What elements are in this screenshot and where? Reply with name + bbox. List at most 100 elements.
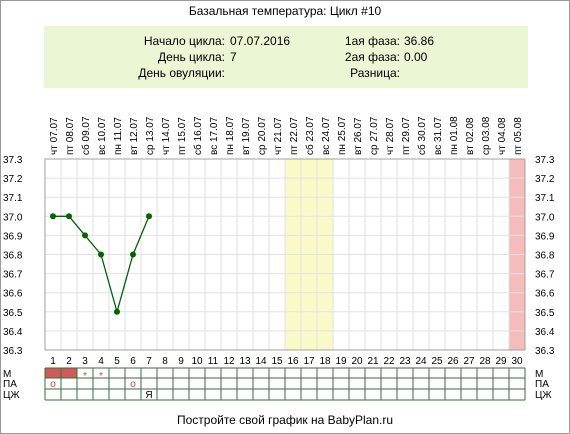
menses-cell-day-2 — [61, 368, 77, 378]
day-number: 4 — [98, 356, 104, 367]
date-label: пт 08.07 — [65, 117, 76, 155]
y-tick-right: 36.8 — [535, 251, 555, 262]
date-label: вт 02.08 — [465, 117, 476, 155]
date-label: сб 09.07 — [80, 116, 92, 155]
day-number: 16 — [287, 356, 299, 367]
date-label: пт 15.07 — [177, 117, 188, 155]
date-label: вс 10.07 — [97, 117, 108, 155]
date-label: ср 13.07 — [145, 116, 156, 155]
day-number-labels: 1 2 3 4 5 6 7 8 9 10 11 12 13 14 15 16 17 18 19 20 21 22 23 24 2… — [50, 356, 523, 367]
cycle-info-panel: Начало цикла: 07.07.2016 День цикла: 7 Д… — [44, 26, 528, 88]
cm-mark-day-7: Я — [145, 390, 152, 401]
y-tick-left: 37.0 — [3, 212, 23, 223]
day-number: 21 — [367, 356, 379, 367]
day-number: 14 — [255, 356, 267, 367]
day-number: 8 — [162, 356, 168, 367]
date-label: пт 05.08 — [513, 117, 524, 155]
row-label-right: ПА — [535, 379, 549, 390]
day-number: 30 — [511, 356, 523, 367]
day-number: 19 — [335, 356, 347, 367]
date-labels: чт 07.07 пт 08.07 сб 09.07 вс 10.07 пн 11.07… — [49, 116, 524, 155]
date-label: ср 27.07 — [369, 116, 380, 155]
day-number: 13 — [239, 356, 251, 367]
temperature-point — [146, 213, 152, 220]
y-tick-right: 37.3 — [535, 155, 555, 166]
phase1-value: 36.86 — [404, 34, 435, 48]
pa-mark-day-1: o — [50, 379, 56, 390]
day-number: 27 — [463, 356, 475, 367]
day-number: 24 — [415, 356, 427, 367]
temperature-point — [66, 213, 72, 220]
y-tick-right: 36.9 — [535, 231, 555, 242]
day-number: 3 — [82, 356, 88, 367]
y-tick-right: 36.4 — [535, 327, 555, 338]
y-tick-right: 37.2 — [535, 174, 555, 185]
date-label: сб 16.07 — [192, 116, 204, 155]
temperature-line — [53, 215, 150, 315]
y-tick-left: 36.5 — [3, 308, 23, 319]
date-label: чт 04.08 — [497, 117, 508, 155]
menses-cell-day-1 — [45, 368, 61, 378]
difference-label: Разница: — [350, 66, 400, 80]
y-tick-right: 36.6 — [535, 289, 555, 300]
y-tick-left: 37.2 — [3, 174, 23, 185]
row-label-right: М — [535, 369, 543, 380]
date-label: вс 31.07 — [433, 117, 444, 155]
date-label: чт 14.07 — [161, 117, 172, 155]
pa-mark-day-6: o — [130, 379, 136, 390]
date-label: пт 22.07 — [289, 117, 300, 155]
phase1-label: 1ая фаза: — [344, 34, 400, 48]
date-label: вт 12.07 — [129, 117, 140, 155]
temperature-point — [130, 251, 136, 258]
y-axis-left: 37.3 37.2 37.1 37.0 36.9 36.8 36.7 36.6 36.5 36.4… — [3, 155, 23, 357]
date-label: пн 01.08 — [449, 116, 460, 155]
y-tick-left: 36.7 — [3, 270, 23, 281]
phase2-label: 2ая фаза: — [344, 50, 400, 64]
date-label: вт 26.07 — [353, 117, 364, 155]
y-tick-right: 37.0 — [535, 212, 555, 223]
row-label-left: ЦЖ — [3, 390, 20, 401]
date-label: пн 18.07 — [225, 116, 236, 155]
pa-mark-day-4: * — [99, 371, 103, 382]
temperature-point — [98, 251, 104, 258]
y-tick-left: 37.1 — [3, 193, 23, 204]
date-label: пн 11.07 — [113, 117, 124, 155]
y-tick-left: 37.3 — [3, 155, 23, 166]
temperature-polyline — [53, 215, 150, 315]
row-label-left: М — [3, 369, 11, 380]
y-tick-right: 36.5 — [535, 308, 555, 319]
day-number: 25 — [431, 356, 443, 367]
y-tick-left: 36.6 — [3, 289, 23, 300]
ovulation-day-label: День овуляции: — [138, 66, 225, 80]
footer-link[interactable]: Постройте свой график на BabyPlan.ru — [176, 413, 394, 427]
cycle-start-value: 07.07.2016 — [230, 34, 291, 48]
day-number: 18 — [319, 356, 331, 367]
day-number: 23 — [399, 356, 411, 367]
row-label-right: ЦЖ — [535, 390, 552, 401]
date-label: ср 03.08 — [481, 116, 492, 155]
temperature-point — [114, 308, 120, 315]
day-number: 12 — [223, 356, 235, 367]
y-tick-left: 36.4 — [3, 327, 23, 338]
day-number: 10 — [191, 356, 203, 367]
cycle-day-value: 7 — [230, 50, 237, 64]
temperature-point — [50, 213, 56, 220]
y-tick-right: 36.7 — [535, 270, 555, 281]
day-number: 26 — [447, 356, 459, 367]
date-label: сб 23.07 — [304, 116, 316, 155]
date-label: ср 20.07 — [257, 116, 268, 155]
day-number: 6 — [130, 356, 136, 367]
date-label: пн 25.07 — [337, 116, 348, 155]
date-label: вс 24.07 — [321, 117, 332, 155]
y-axis-right: 37.3 37.2 37.1 37.0 36.9 36.8 36.7 36.6 36.5 36.4… — [535, 155, 555, 357]
date-label: сб 30.07 — [416, 116, 428, 155]
day-number: 11 — [208, 356, 219, 367]
day-number: 9 — [178, 356, 184, 367]
pa-mark-day-3: * — [83, 371, 87, 382]
day-number: 28 — [479, 356, 491, 367]
chart-grid — [44, 158, 526, 351]
y-tick-left: 36.8 — [3, 251, 23, 262]
date-label: пт 29.07 — [401, 117, 412, 155]
